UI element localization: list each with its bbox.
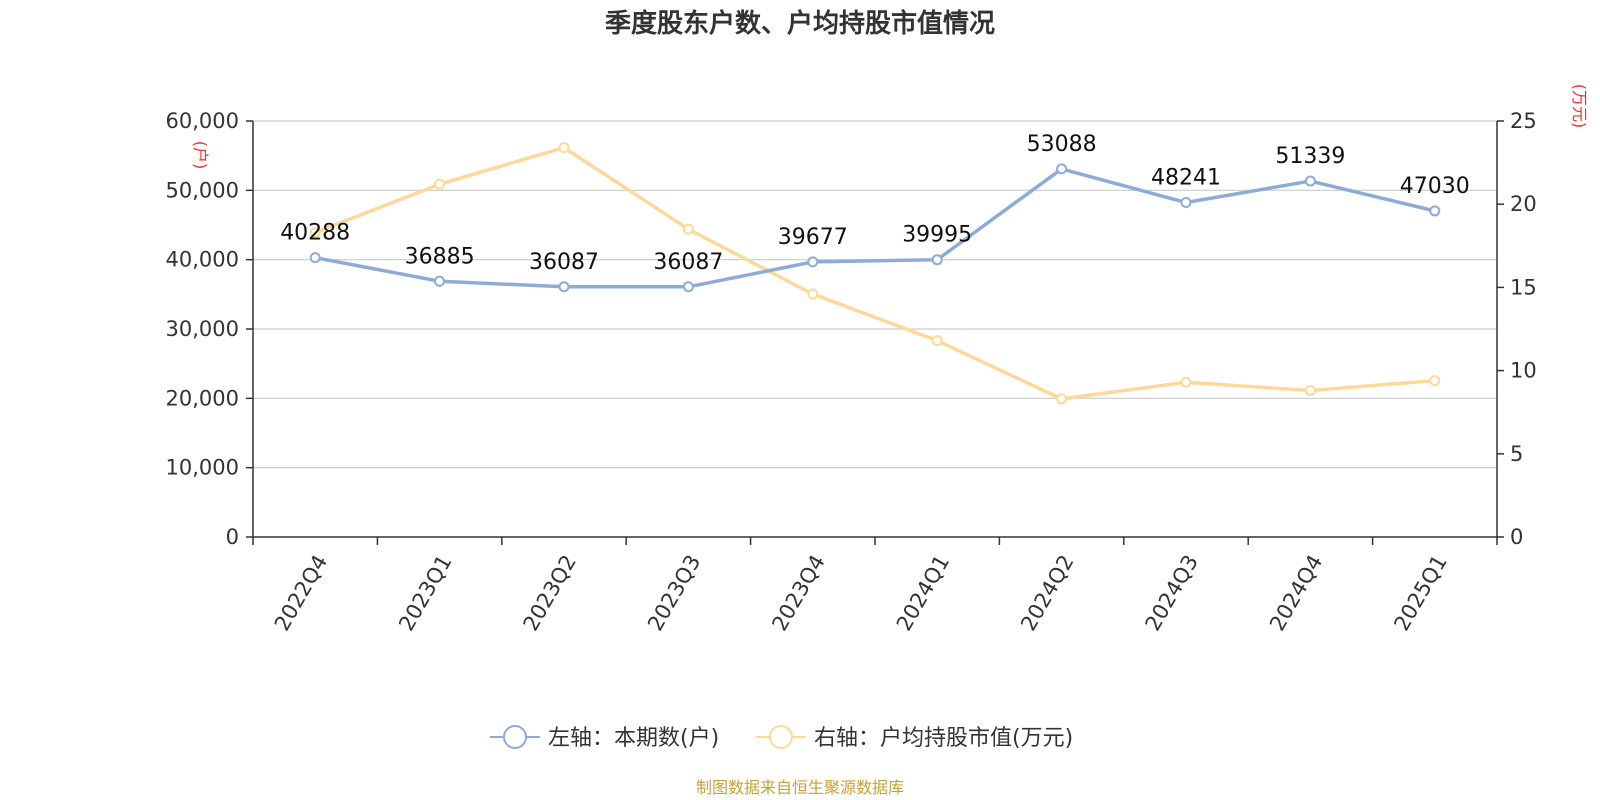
data-label: 40288	[280, 221, 350, 246]
data-label: 47030	[1400, 174, 1470, 199]
data-label: 48241	[1151, 166, 1221, 191]
data-point-right	[931, 335, 943, 347]
chart-title: 季度股东户数、户均持股市值情况	[605, 8, 995, 39]
data-point-left	[558, 281, 570, 293]
left-tick-label: 30,000	[166, 317, 239, 341]
right-tick-label: 15	[1510, 275, 1537, 299]
left-tick-label: 60,000	[166, 109, 239, 133]
data-label: 36087	[529, 250, 599, 275]
data-point-left	[1429, 205, 1441, 217]
x-tick-label: 2024Q1	[892, 551, 954, 635]
data-point-right	[1180, 376, 1192, 388]
x-tick-label: 2024Q3	[1141, 551, 1203, 635]
x-tick-label: 2024Q2	[1016, 551, 1078, 635]
x-tick-label: 2024Q4	[1265, 551, 1327, 635]
legend-marker	[769, 725, 793, 749]
data-point-left	[931, 254, 943, 266]
data-point-right	[1056, 393, 1068, 405]
right-tick-label: 20	[1510, 192, 1537, 216]
data-point-left	[682, 281, 694, 293]
data-label: 36087	[653, 250, 723, 275]
left-axis-unit: (户)	[191, 141, 210, 170]
left-tick-label: 50,000	[166, 178, 239, 202]
x-tick-label: 2022Q4	[270, 551, 332, 635]
right-tick-label: 5	[1510, 442, 1523, 466]
data-point-left	[1180, 197, 1192, 209]
source-note: 制图数据来自恒生聚源数据库	[696, 778, 904, 797]
data-point-left	[309, 252, 321, 264]
data-point-left	[807, 256, 819, 268]
x-tick-label: 2023Q4	[767, 551, 829, 635]
legend[interactable]: 左轴：本期数(户) 右轴：户均持股市值(万元)	[490, 725, 1073, 751]
data-point-right	[558, 142, 570, 154]
data-label: 39995	[902, 223, 972, 248]
data-label: 53088	[1027, 132, 1097, 157]
right-axis-unit: (万元)	[1570, 84, 1589, 129]
data-point-right	[1304, 385, 1316, 397]
data-point-right	[434, 178, 446, 190]
right-tick-label: 25	[1510, 109, 1537, 133]
series-line-right	[314, 145, 1435, 401]
data-point-right	[1429, 375, 1441, 387]
data-label: 39677	[778, 225, 848, 250]
legend-label: 右轴：户均持股市值(万元)	[814, 726, 1073, 751]
data-point-left	[1056, 163, 1068, 175]
data-point-right	[309, 226, 321, 238]
data-point-left	[434, 275, 446, 287]
x-tick-label: 2025Q1	[1389, 551, 1451, 635]
data-label: 36885	[405, 244, 475, 269]
series-layer: 40288 36885 36087 36087 39677 39995 53088 48241…	[280, 132, 1470, 405]
left-tick-label: 10,000	[166, 456, 239, 480]
x-tick-label: 2023Q2	[519, 551, 581, 635]
right-tick-label: 0	[1510, 525, 1523, 549]
left-tick-label: 40,000	[166, 248, 239, 272]
left-tick-label: 0	[226, 525, 239, 549]
data-point-right	[682, 223, 694, 235]
left-tick-label: 20,000	[166, 386, 239, 410]
legend-label: 左轴：本期数(户)	[548, 726, 719, 751]
x-tick-label: 2023Q3	[643, 551, 705, 635]
axes: 010,00020,00030,00040,00050,00060,000051…	[166, 109, 1537, 635]
series-line-left	[314, 167, 1436, 289]
x-tick-label: 2023Q1	[394, 551, 456, 635]
data-label: 51339	[1275, 144, 1345, 169]
data-point-right	[807, 288, 819, 300]
gridlines	[253, 120, 1497, 469]
right-tick-label: 10	[1510, 359, 1537, 383]
legend-marker	[503, 725, 527, 749]
data-point-left	[1304, 175, 1316, 187]
